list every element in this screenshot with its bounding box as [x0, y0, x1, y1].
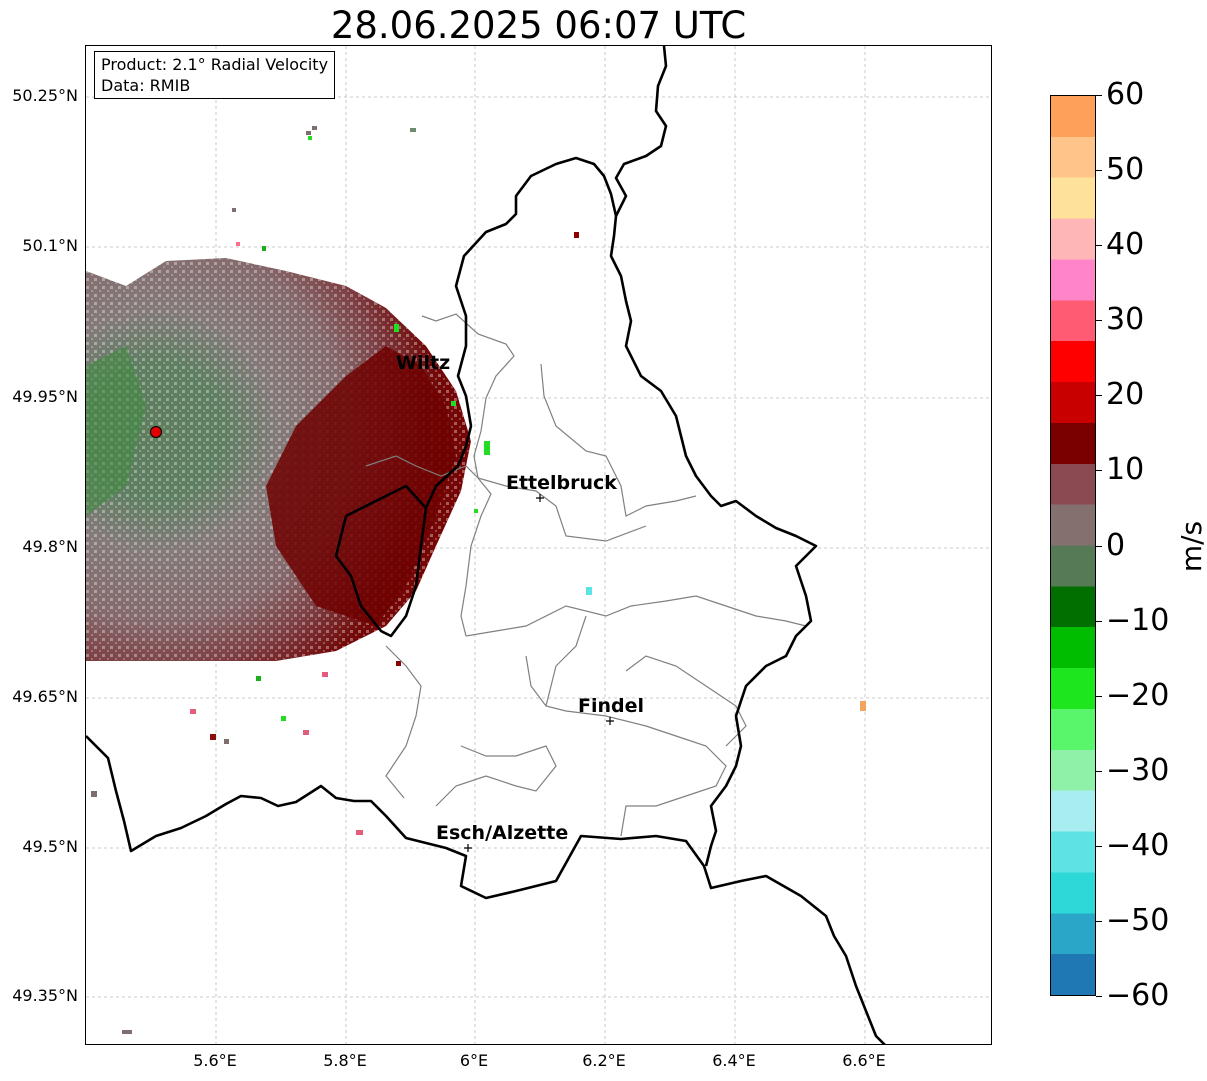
city-label-findel: Findel [578, 695, 645, 717]
velocity-colorbar [1050, 95, 1096, 996]
y-tick-label: 49.5°N [22, 837, 78, 856]
y-tick-label: 49.65°N [12, 687, 78, 706]
colorbar-tick-mark [1096, 170, 1102, 172]
colorbar-tick-label: 40 [1106, 227, 1145, 263]
colorbar-tick-mark [1096, 545, 1102, 547]
y-tick-label: 49.8°N [22, 537, 78, 556]
colorbar-tick-mark [1096, 920, 1102, 922]
colorbar-tick-label: −10 [1106, 602, 1170, 638]
product-label: Product: 2.1° Radial Velocity [101, 55, 329, 74]
colorbar-unit-label: m/s [1175, 520, 1207, 573]
x-tick-label: 5.6°E [193, 1051, 237, 1070]
colorbar-tick-label: 10 [1106, 452, 1145, 488]
y-tick-label: 49.35°N [12, 986, 78, 1005]
colorbar-tick-mark [1096, 996, 1102, 997]
colorbar-tick-label: 30 [1106, 302, 1145, 338]
colorbar-tick-label: −50 [1106, 902, 1170, 938]
x-tick-label: 6°E [459, 1051, 489, 1070]
colorbar-tick-mark [1096, 245, 1102, 247]
radar-site-marker [150, 426, 162, 438]
y-tick-label: 49.95°N [12, 387, 78, 406]
city-label-wiltz: Wiltz [396, 352, 451, 374]
data-source-label: Data: RMIB [101, 76, 191, 95]
radar-echoes [86, 126, 866, 1034]
colorbar-tick-mark [1096, 320, 1102, 322]
colorbar-tick-label: 60 [1106, 77, 1145, 112]
colorbar-tick-label: 0 [1106, 527, 1126, 563]
map-canvas [86, 46, 991, 1044]
colorbar-tick-mark [1096, 695, 1102, 697]
city-markers [464, 494, 614, 852]
product-info-box: Product: 2.1° Radial Velocity Data: RMIB [94, 51, 336, 99]
city-label-ettelbruck: Ettelbruck [506, 472, 617, 494]
radar-map[interactable] [85, 45, 992, 1045]
city-label-esch: Esch/Alzette [436, 822, 569, 844]
colorbar-tick-mark [1096, 770, 1102, 772]
colorbar-tick-label: −40 [1106, 827, 1170, 863]
x-tick-label: 6.2°E [582, 1051, 626, 1070]
colorbar-tick-mark [1096, 845, 1102, 847]
national-borders [86, 46, 886, 1044]
colorbar-tick-label: −30 [1106, 752, 1170, 788]
colorbar-tick-label: −20 [1106, 677, 1170, 713]
colorbar-tick-mark [1096, 95, 1102, 96]
y-tick-label: 50.25°N [12, 86, 78, 105]
canton-borders [365, 313, 807, 837]
colorbar-tick-mark [1096, 395, 1102, 397]
x-tick-label: 5.8°E [323, 1051, 367, 1070]
map-title: 28.06.2025 06:07 UTC [330, 4, 747, 47]
colorbar-tick-mark [1096, 470, 1102, 472]
colorbar-tick-label: 50 [1106, 152, 1145, 188]
x-tick-label: 6.4°E [712, 1051, 756, 1070]
y-tick-label: 50.1°N [22, 236, 78, 255]
colorbar-tick-label: −60 [1106, 978, 1170, 1013]
colorbar-tick-label: 20 [1106, 377, 1145, 413]
colorbar-tick-mark [1096, 620, 1102, 622]
x-tick-label: 6.6°E [842, 1051, 886, 1070]
